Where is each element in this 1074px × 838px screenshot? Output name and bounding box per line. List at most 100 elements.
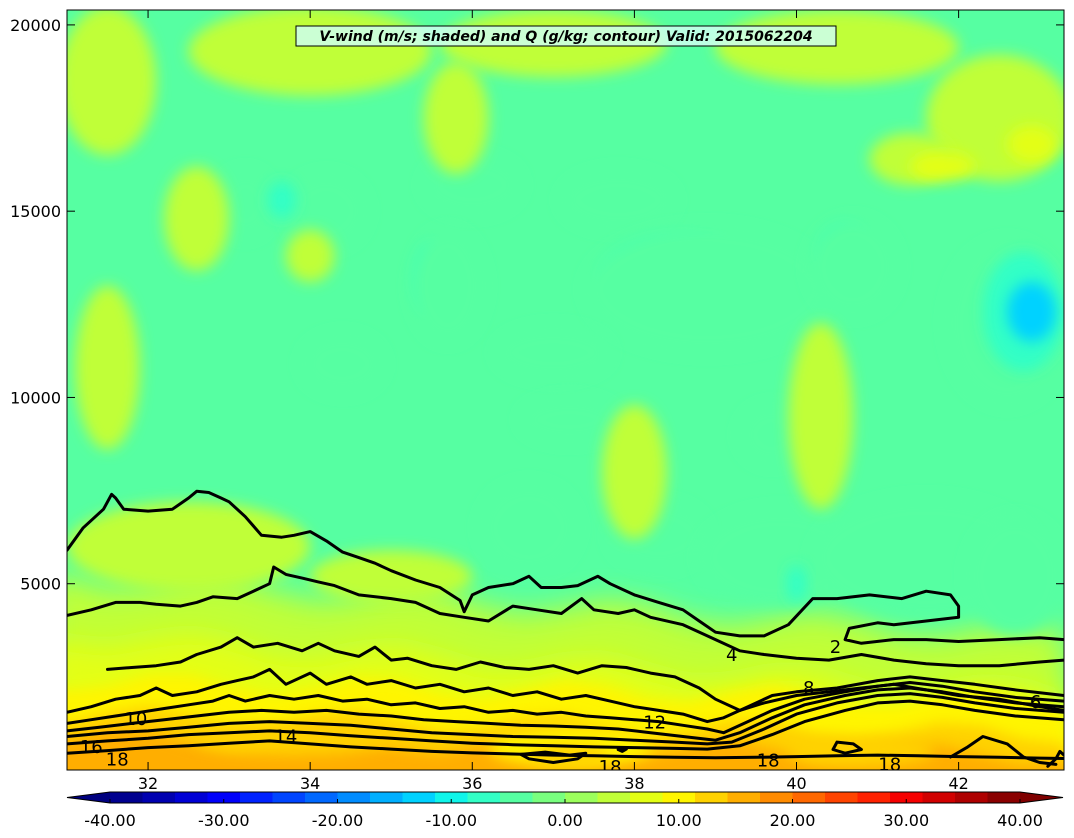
contour-line	[1046, 749, 1064, 768]
shaded-region	[188, 10, 432, 96]
contour-line	[67, 565, 1064, 668]
shaded-region	[267, 181, 297, 219]
contour-line	[67, 699, 1064, 751]
colorbar-segment	[435, 792, 468, 803]
colorbar-segment	[500, 792, 533, 803]
shaded-region	[601, 404, 667, 540]
shaded-region	[966, 516, 1064, 636]
colorbar-segment	[987, 792, 1021, 803]
x-tick-label: 42	[948, 774, 968, 793]
contour-label: 14	[274, 726, 297, 747]
shaded-region	[285, 229, 335, 282]
chart-title: V-wind (m/s; shaded) and Q (g/kg; contou…	[319, 29, 812, 45]
contour-label: 18	[106, 750, 129, 771]
shaded-region	[1007, 125, 1056, 163]
y-tick-label: 5000	[20, 575, 61, 594]
contour-label: 8	[803, 678, 814, 699]
colorbar-segment	[922, 792, 956, 803]
shaded-region	[520, 397, 619, 443]
colorbar-segment	[727, 792, 761, 803]
x-tick-label: 34	[300, 774, 320, 793]
colorbar-tick-label: -20.00	[312, 811, 364, 830]
shaded-region	[808, 218, 898, 316]
colorbar-tick-label: 10.00	[656, 811, 702, 830]
shaded-region	[788, 322, 854, 510]
x-tick-label: 36	[462, 774, 482, 793]
contour-line	[67, 686, 1064, 742]
colorbar-tick-label: 20.00	[770, 811, 816, 830]
plot-frame	[66, 9, 1065, 771]
colorbar-tick-label: -30.00	[198, 811, 250, 830]
shaded-region	[786, 565, 807, 603]
colorbar-segment	[370, 792, 403, 803]
colorbar-segment	[240, 792, 273, 803]
y-axis: 5000 10000 15000 20000	[10, 16, 1064, 594]
colorbar-segment	[857, 792, 891, 803]
colorbar-tick-label: 30.00	[883, 811, 929, 830]
shaded-region	[411, 229, 485, 342]
shaded-region	[699, 509, 862, 607]
colorbar-segment	[955, 792, 988, 803]
shaded-region	[216, 170, 274, 238]
colorbar-segment	[630, 792, 663, 803]
shaded-region	[67, 501, 311, 592]
shaded-region	[788, 736, 935, 767]
contour-line	[616, 747, 628, 753]
shaded-region	[496, 326, 611, 379]
colorbar-tick-label: 0.00	[547, 811, 583, 830]
contour-label: 10	[124, 709, 147, 730]
colorbar-segment	[890, 792, 923, 803]
q-contours	[67, 489, 1064, 768]
colorbar-segment	[110, 792, 143, 803]
contour-line	[67, 692, 1064, 746]
y-tick-label: 15000	[10, 202, 61, 221]
chart-title-box: V-wind (m/s; shaded) and Q (g/kg; contou…	[295, 25, 837, 47]
contour-label: 18	[757, 751, 780, 772]
x-axis: 32 34 36 38 40 42	[138, 10, 969, 793]
contour-label: 18	[878, 754, 901, 775]
colorbar-segment	[532, 792, 566, 803]
contour-line	[67, 489, 1064, 645]
contour-line	[67, 681, 1064, 735]
contour-label: 12	[643, 712, 666, 733]
contour-label: 18	[599, 757, 622, 778]
title-background	[295, 25, 837, 47]
shaded-region	[1007, 281, 1056, 342]
colorbar-segment	[792, 792, 826, 803]
shaded-region	[480, 483, 578, 573]
colorbar-under-arrow	[67, 792, 110, 803]
x-tick-label: 40	[786, 774, 806, 793]
colorbar-segment	[662, 792, 696, 803]
colorbar-segment	[467, 792, 501, 803]
v-wind-shading	[67, 10, 1064, 770]
colorbar-over-arrow	[1020, 792, 1063, 803]
colorbar-segment	[175, 792, 208, 803]
colorbar-tick-label: 40.00	[997, 811, 1043, 830]
shaded-region	[310, 550, 473, 603]
x-tick-label: 32	[138, 774, 158, 793]
colorbar-segment	[142, 792, 176, 803]
colorbar-segment	[305, 792, 338, 803]
colorbar: -40.00 -30.00 -20.00 -10.00 0.00 10.00 20.00 30…	[66, 791, 1064, 830]
x-tick-label: 38	[624, 774, 644, 793]
contour-line	[949, 735, 1058, 766]
shaded-region	[67, 10, 157, 156]
colorbar-segment	[207, 792, 241, 803]
colorbar-tick-label: -40.00	[84, 811, 136, 830]
colorbar-segment	[825, 792, 858, 803]
shaded-region	[909, 151, 975, 182]
contour-line	[831, 740, 863, 755]
colorbar-segment	[565, 792, 598, 803]
y-tick-label: 10000	[10, 388, 61, 407]
contour-line	[519, 750, 588, 764]
shaded-region	[423, 62, 489, 174]
shaded-region	[164, 166, 230, 271]
colorbar-segment	[402, 792, 436, 803]
colorbar-segment	[337, 792, 371, 803]
shaded-region	[285, 173, 367, 249]
contour-line	[106, 636, 1064, 712]
shaded-region	[739, 404, 805, 465]
shaded-region	[715, 10, 959, 85]
